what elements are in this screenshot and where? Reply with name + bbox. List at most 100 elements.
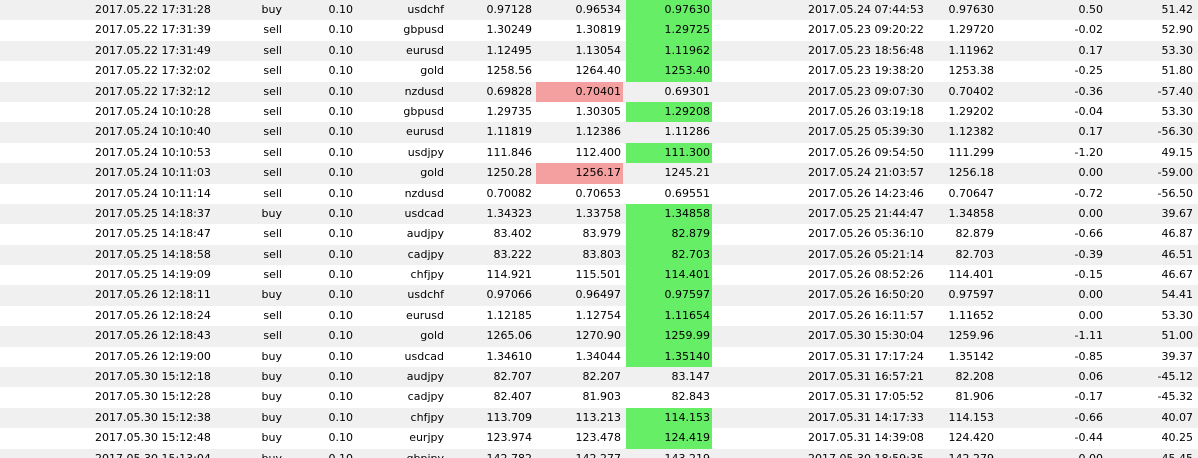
close-time-cell: 2017.05.30 18:59:35 — [808, 449, 924, 458]
symbol-cell: audjpy — [406, 227, 444, 241]
open-price-cell: 1.34323 — [486, 206, 533, 220]
open-time-cell: 2017.05.26 12:18:24 — [95, 308, 211, 322]
table-row[interactable]: 2017.05.25 14:18:58 sell 0.10 cadjpy 83.222 8… — [0, 244, 1198, 266]
commission-cell: -0.25 — [1074, 64, 1103, 78]
table-row[interactable]: 2017.05.30 15:12:28 buy 0.10 cadjpy 82.407 81… — [0, 387, 1198, 408]
take-profit-cell: 1.11962 — [626, 40, 712, 62]
open-time-cell: 2017.05.26 12:19:00 — [95, 349, 211, 363]
open-time-cell: 2017.05.24 10:10:28 — [95, 104, 211, 118]
table-row[interactable]: 2017.05.30 15:12:38 buy 0.10 chfjpy 113.709 1… — [0, 407, 1198, 429]
stop-loss-cell: 0.96497 — [575, 288, 622, 302]
profit-cell: -57.40 — [1157, 84, 1193, 98]
close-time-cell: 2017.05.23 09:20:22 — [808, 23, 924, 37]
open-price-cell: 1265.06 — [486, 329, 533, 343]
lot-size-cell: 0.10 — [328, 390, 354, 404]
table-row[interactable]: 2017.05.24 10:10:53 sell 0.10 usdjpy 111.846… — [0, 142, 1198, 164]
open-time-cell: 2017.05.25 14:18:37 — [95, 206, 211, 220]
commission-cell: -0.85 — [1074, 349, 1103, 363]
table-row[interactable]: 2017.05.26 12:18:24 sell 0.10 eurusd 1.12185… — [0, 305, 1198, 327]
trade-type-cell: sell — [263, 166, 282, 180]
take-profit-cell: 1.35140 — [626, 346, 712, 368]
commission-cell: 0.00 — [1078, 166, 1104, 180]
open-time-cell: 2017.05.25 14:18:58 — [95, 247, 211, 261]
open-price-cell: 0.69828 — [486, 84, 533, 98]
symbol-cell: chfjpy — [410, 410, 444, 424]
close-price-cell: 82.879 — [955, 227, 995, 241]
commission-cell: -0.02 — [1074, 23, 1103, 37]
table-row[interactable]: 2017.05.26 12:19:00 buy 0.10 usdcad 1.34610 1… — [0, 346, 1198, 368]
trade-type-cell: buy — [261, 206, 282, 220]
commission-cell: 0.00 — [1078, 288, 1104, 302]
open-price-cell: 142.782 — [454, 449, 533, 458]
stop-loss-cell: 83.979 — [582, 227, 622, 241]
trade-type-cell: buy — [261, 370, 282, 384]
close-price-cell: 0.70647 — [948, 186, 995, 200]
table-row[interactable]: 2017.05.22 17:32:02 sell 0.10 gold 1258.56 12… — [0, 61, 1198, 82]
trade-type-cell: sell — [263, 64, 282, 78]
open-time-cell: 2017.05.24 10:11:14 — [95, 186, 211, 200]
table-row[interactable]: 2017.05.25 14:18:47 sell 0.10 audjpy 83.402 8… — [0, 224, 1198, 245]
close-price-cell: 1.11962 — [948, 43, 995, 57]
table-row[interactable]: 2017.05.25 14:19:09 sell 0.10 chfjpy 114.921… — [0, 265, 1198, 286]
stop-loss-cell: 1264.40 — [575, 64, 622, 78]
table-row[interactable]: 2017.05.26 12:18:11 buy 0.10 usdchf 0.97066 0… — [0, 285, 1198, 306]
lot-size-cell: 0.10 — [300, 449, 354, 458]
take-profit-cell: 1245.21 — [664, 166, 711, 180]
stop-loss-cell: 0.96534 — [575, 3, 622, 16]
trade-type-cell: sell — [263, 186, 282, 200]
take-profit-cell: 82.843 — [671, 390, 711, 404]
close-time-cell: 2017.05.26 09:54:50 — [808, 145, 924, 159]
stop-loss-cell: 123.478 — [575, 431, 622, 445]
stop-loss-cell: 1.33758 — [575, 206, 622, 220]
close-price-cell: 1.29202 — [948, 104, 995, 118]
stop-loss-cell: 0.70653 — [575, 186, 622, 200]
trade-type-cell: sell — [263, 247, 282, 261]
commission-cell: -0.15 — [1074, 268, 1103, 282]
table-row[interactable]: 2017.05.30 15:12:48 buy 0.10 eurjpy 123.974 1… — [0, 428, 1198, 449]
commission-cell: 0.06 — [1078, 370, 1104, 384]
stop-loss-cell: 1270.90 — [575, 329, 622, 343]
table-row[interactable]: 2017.05.22 17:31:28 buy 0.10 usdchf 0.97128 0… — [0, 0, 1198, 21]
stop-loss-cell: 112.400 — [575, 145, 622, 159]
table-row[interactable]: 2017.05.24 10:10:28 sell 0.10 gbpusd 1.29735… — [0, 101, 1198, 123]
table-row[interactable]: 2017.05.30 15:12:18 buy 0.10 audjpy 82.707 82… — [0, 367, 1198, 388]
open-price-cell: 82.707 — [493, 370, 533, 384]
table-row[interactable]: 2017.05.24 10:11:14 sell 0.10 nzdusd 0.70082… — [0, 183, 1198, 204]
trade-type-cell: buy — [261, 3, 282, 16]
symbol-cell: gold — [420, 329, 444, 343]
close-time-cell: 2017.05.31 14:39:08 — [808, 431, 924, 445]
table-row[interactable]: 2017.05.30 15:13:04buy0.10gbpjpy142.7821… — [0, 448, 1198, 458]
symbol-cell: usdchf — [407, 3, 444, 16]
open-price-cell: 1.29735 — [486, 104, 533, 118]
trade-type-cell: buy — [261, 390, 282, 404]
open-price-cell: 111.846 — [486, 145, 533, 159]
table-row[interactable]: 2017.05.22 17:31:49 sell 0.10 eurusd 1.12495… — [0, 40, 1198, 62]
symbol-cell: cadjpy — [407, 390, 444, 404]
open-time-cell: 2017.05.30 15:12:38 — [95, 410, 211, 424]
table-row[interactable]: 2017.05.22 17:32:12 sell 0.10 nzdusd 0.69828… — [0, 81, 1198, 102]
table-row[interactable]: 2017.05.22 17:31:39 sell 0.10 gbpusd 1.30249… — [0, 20, 1198, 41]
table-row[interactable]: 2017.05.24 10:11:03 sell 0.10 gold 1250.28 12… — [0, 163, 1198, 184]
close-price-cell: 114.153 — [948, 410, 995, 424]
trade-type-cell: buy — [261, 349, 282, 363]
close-time-cell: 2017.05.31 17:17:24 — [808, 349, 924, 363]
commission-cell: 0.00 — [1078, 308, 1104, 322]
table-row[interactable]: 2017.05.24 10:10:40 sell 0.10 eurusd 1.11819… — [0, 122, 1198, 143]
lot-size-cell: 0.10 — [328, 288, 354, 302]
trade-type-cell: sell — [263, 308, 282, 322]
close-price-cell: 0.70402 — [948, 84, 995, 98]
close-time-cell: 2017.05.24 21:03:57 — [808, 166, 924, 180]
trade-type-cell: buy — [261, 288, 282, 302]
close-price-cell: 114.401 — [948, 268, 995, 282]
open-price-cell: 114.921 — [486, 268, 533, 282]
open-price-cell: 1.30249 — [486, 23, 533, 37]
profit-cell: -45.45 — [1115, 449, 1193, 458]
table-row[interactable]: 2017.05.25 14:18:37 buy 0.10 usdcad 1.34323 1… — [0, 203, 1198, 225]
lot-size-cell: 0.10 — [328, 84, 354, 98]
commission-cell: -0.66 — [1074, 410, 1103, 424]
trade-type-cell: sell — [263, 23, 282, 37]
table-row[interactable]: 2017.05.26 12:18:43 sell 0.10 gold 1265.06 12… — [0, 326, 1198, 347]
stop-loss-cell: 0.70401 — [536, 81, 623, 102]
commission-cell: -0.66 — [1074, 227, 1103, 241]
profit-cell: -45.32 — [1157, 390, 1193, 404]
